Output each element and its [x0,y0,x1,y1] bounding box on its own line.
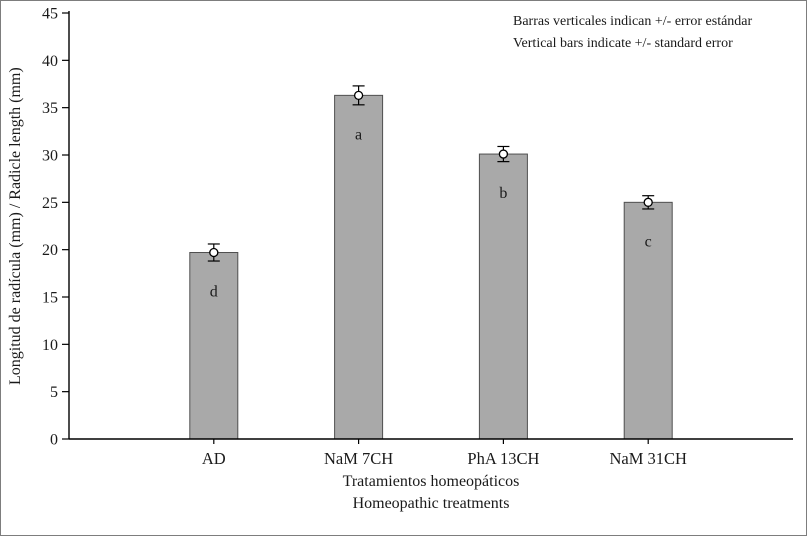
y-tick-label: 0 [50,432,58,449]
y-tick-label: 35 [42,100,58,117]
significance-letter: a [355,126,362,143]
category-label: NaM 31CH [609,449,687,468]
x-axis-label-spanish: Tratamientos homeopáticos [342,473,520,490]
category-label: PhA 13CH [467,449,539,468]
significance-letter: d [210,284,218,301]
significance-letter: c [645,233,652,250]
bar-ad [189,252,239,440]
significance-letter: b [499,185,507,202]
category-label: AD [202,449,226,468]
error-bar-annotation-english: Vertical bars indicate +/- standard erro… [513,36,733,51]
error-bar-annotation-spanish: Barras verticales indican +/- error está… [513,14,753,29]
mean-marker [353,90,364,101]
category-label: NaM 7CH [324,449,393,468]
y-tick-label: 40 [42,53,58,70]
x-axis-label-english: Homeopathic treatments [352,495,510,512]
mean-marker [643,197,653,207]
y-axis-label: Longitud de radícula (mm) / Radicle leng… [7,67,24,385]
y-tick-label: 20 [42,242,58,259]
y-tick-label: 15 [42,290,58,307]
y-tick-label: 10 [42,337,58,354]
y-tick-label: 25 [42,195,58,212]
y-tick-label: 45 [42,6,58,23]
y-tick-label: 5 [50,384,58,401]
bar-nam-7ch [334,94,384,440]
mean-marker [498,149,509,159]
y-tick-label: 30 [42,148,58,165]
mean-marker [209,247,219,258]
